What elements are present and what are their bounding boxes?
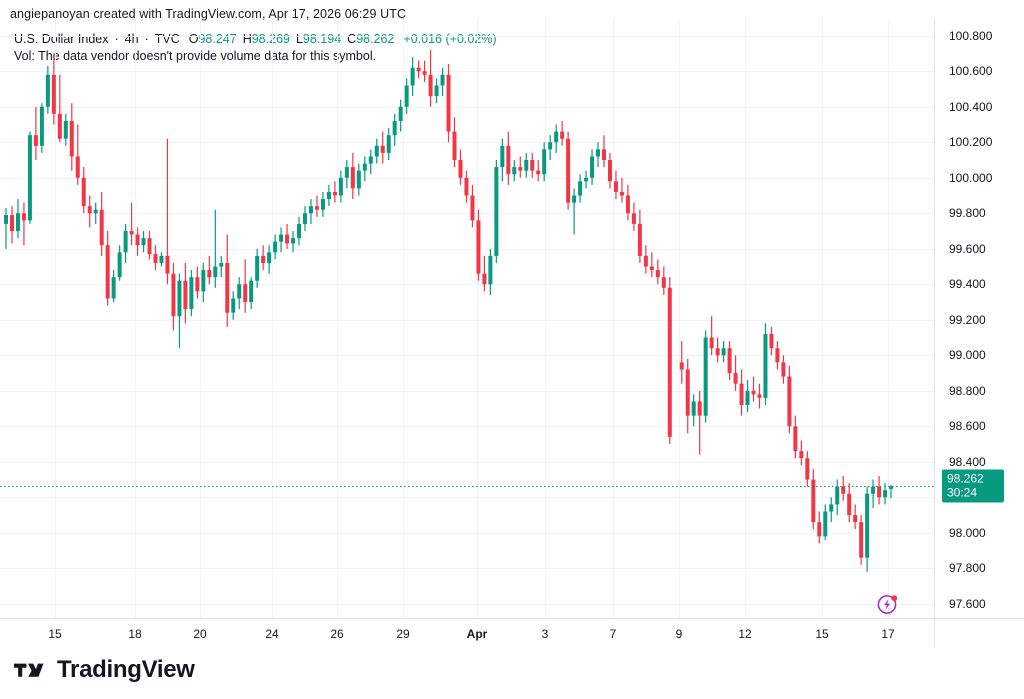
time-tick-label: 12 — [738, 627, 752, 641]
legend-open-label: O — [188, 32, 199, 46]
time-tick-label: 18 — [128, 627, 142, 641]
chart-pane[interactable] — [0, 18, 934, 618]
tradingview-logo-text: TradingView — [57, 656, 195, 683]
price-tick-label: 99.400 — [949, 277, 986, 292]
price-tick-label: 98.800 — [949, 383, 986, 398]
price-tick-label: 99.800 — [949, 206, 986, 221]
legend-symbol-name[interactable]: U.S. Dollar Index — [14, 32, 109, 46]
legend-change-value: +0.016 (+0.02%) — [403, 32, 497, 46]
candlestick-canvas — [0, 18, 934, 618]
price-tick-label: 100.800 — [949, 28, 993, 43]
price-tick-label: 99.000 — [949, 348, 986, 363]
price-tick-label: 98.400 — [949, 454, 986, 469]
tradingview-logo[interactable]: TradingView — [14, 658, 195, 682]
legend-low-label: L — [295, 32, 303, 46]
legend-high-label: H — [242, 32, 252, 46]
time-scale[interactable]: 15 18 20 24 26 29 Apr 3 7 9 12 15 17 — [0, 618, 934, 648]
candles — [4, 49, 894, 572]
price-tick-label: 100.600 — [949, 64, 993, 79]
legend-open-value: 98.247 — [198, 32, 237, 46]
attribution-text: angiepanoyan created with TradingView.co… — [10, 7, 407, 21]
legend-volume-note: Vol: The data vendor doesn't provide vol… — [14, 49, 377, 63]
legend-separator-1: · — [114, 32, 119, 46]
time-tick-label: 7 — [609, 627, 617, 641]
legend-separator-2: · — [144, 32, 149, 46]
price-tick-label: 97.800 — [949, 561, 986, 576]
time-scale-corner — [934, 618, 1024, 648]
legend-volume-row: Vol: The data vendor doesn't provide vol… — [14, 48, 497, 65]
time-tick-label: 29 — [396, 627, 410, 641]
price-tick-label: 97.600 — [949, 596, 986, 611]
bar-countdown-timer: 30:24 — [947, 485, 978, 500]
lightning-alert-icon[interactable] — [876, 592, 900, 616]
price-scale[interactable]: 100.800 100.600 100.400 100.200 100.000 99.80… — [934, 18, 1024, 618]
legend-high-value: 98.269 — [251, 32, 290, 46]
time-tick-label: 17 — [881, 627, 895, 641]
current-price-badge[interactable]: 98.262 30:24 — [942, 469, 1004, 503]
lightning-bolt-glyph — [877, 595, 898, 614]
price-tick-label: 98.000 — [949, 525, 986, 540]
legend-close-value: 98.262 — [356, 32, 395, 46]
legend-exchange: TVC — [154, 32, 180, 46]
legend-close-label: C — [347, 32, 357, 46]
current-price-value: 98.262 — [947, 471, 984, 486]
legend-low-value: 98.194 — [302, 32, 342, 46]
time-tick-label: 3 — [541, 627, 549, 641]
time-tick-label: Apr — [466, 627, 488, 641]
price-tick-label: 98.600 — [949, 419, 986, 434]
footer-bar: TradingView — [0, 648, 1024, 699]
time-tick-label: 9 — [675, 627, 683, 641]
gridlines — [0, 18, 934, 618]
price-tick-label: 100.200 — [949, 135, 993, 150]
time-tick-label: 24 — [265, 627, 279, 641]
time-tick-label: 15 — [815, 627, 829, 641]
time-tick-label: 20 — [193, 627, 207, 641]
price-tick-label: 100.400 — [949, 99, 993, 114]
price-tick-label: 99.600 — [949, 241, 986, 256]
time-tick-label: 26 — [330, 627, 344, 641]
price-tick-label: 100.000 — [949, 170, 993, 185]
time-tick-label: 15 — [48, 627, 62, 641]
price-tick-label: 99.200 — [949, 312, 986, 327]
tradingview-mark-icon — [14, 663, 44, 677]
